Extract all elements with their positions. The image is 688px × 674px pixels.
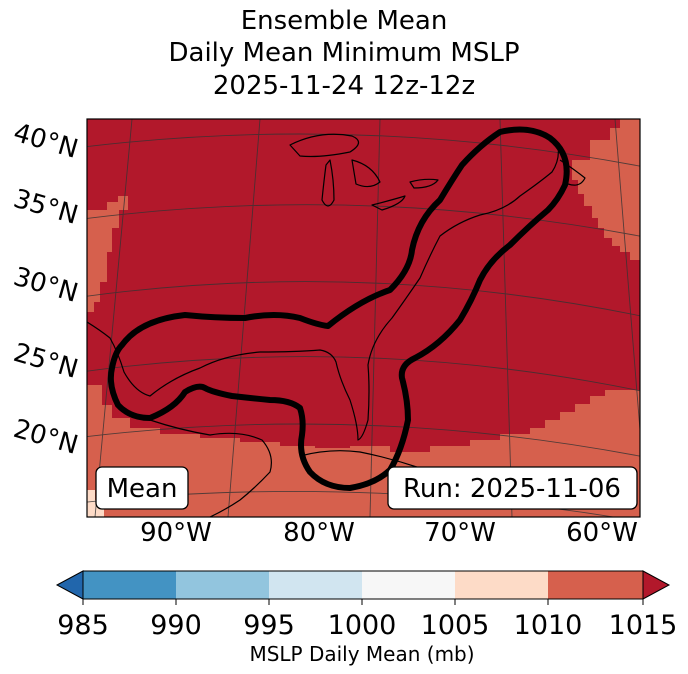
great-lake-superior [289, 133, 360, 158]
pressure-field-1010-1015-east [572, 119, 640, 260]
mean-box: Mean [95, 466, 189, 510]
great-lake-huron [351, 159, 381, 188]
lon-label-80w: 80°W [283, 518, 355, 548]
colorbar-bin-1005-1010 [455, 571, 548, 599]
colorbar-bin-1000-1005 [362, 571, 455, 599]
colorbar-tick-990: 990 [150, 610, 202, 641]
colorbar-tick-1015: 1015 [609, 610, 678, 641]
colorbar-bin-1010-1015 [548, 571, 643, 599]
great-lake-michigan [321, 159, 335, 207]
lon-label-90w: 90°W [140, 518, 212, 548]
gulf-coast [87, 145, 559, 441]
colorbar-under-arrow [55, 570, 84, 600]
run-label: Run: 2025-11-06 [403, 474, 621, 504]
yucatan-coast [149, 419, 272, 517]
colorbar-tick-1010: 1010 [514, 610, 583, 641]
lat-label-30: 30°N [10, 262, 81, 309]
colorbar-bin-985-990 [83, 571, 176, 599]
lat-label-40: 40°N [10, 118, 81, 165]
great-lake-erie [371, 195, 406, 211]
colorbar-bin-995-1000 [269, 571, 362, 599]
colorbar: 985 990 995 1000 1005 1010 1015 MSLP Dai… [55, 570, 678, 666]
colorbar-tick-1000: 1000 [328, 610, 397, 641]
lat-label-25: 25°N [10, 338, 81, 385]
title-line-3: 2025-11-24 12z-12z [212, 71, 476, 101]
title-line-1: Ensemble Mean [240, 6, 448, 36]
colorbar-over-arrow [642, 570, 671, 600]
run-box: Run: 2025-11-06 [387, 466, 638, 510]
map-panel [87, 119, 640, 517]
lon-label-60w: 60°W [566, 518, 638, 548]
map-frame [86, 118, 641, 518]
colorbar-tick-1005: 1005 [421, 610, 490, 641]
lat-label-20: 20°N [10, 414, 81, 461]
colorbar-bin-990-995 [176, 571, 269, 599]
lat-label-35: 35°N [10, 184, 81, 231]
colorbar-tick-995: 995 [243, 610, 295, 641]
mean-label: Mean [107, 474, 178, 504]
probability-contour [107, 126, 570, 491]
pressure-field-1010-1015-west [87, 196, 128, 312]
colorbar-tick-985: 985 [57, 610, 109, 641]
title-line-2: Daily Mean Minimum MSLP [168, 38, 520, 68]
colorbar-label: MSLP Daily Mean (mb) [249, 642, 474, 666]
great-lake-ontario [409, 178, 439, 189]
lon-label-70w: 70°W [424, 518, 496, 548]
